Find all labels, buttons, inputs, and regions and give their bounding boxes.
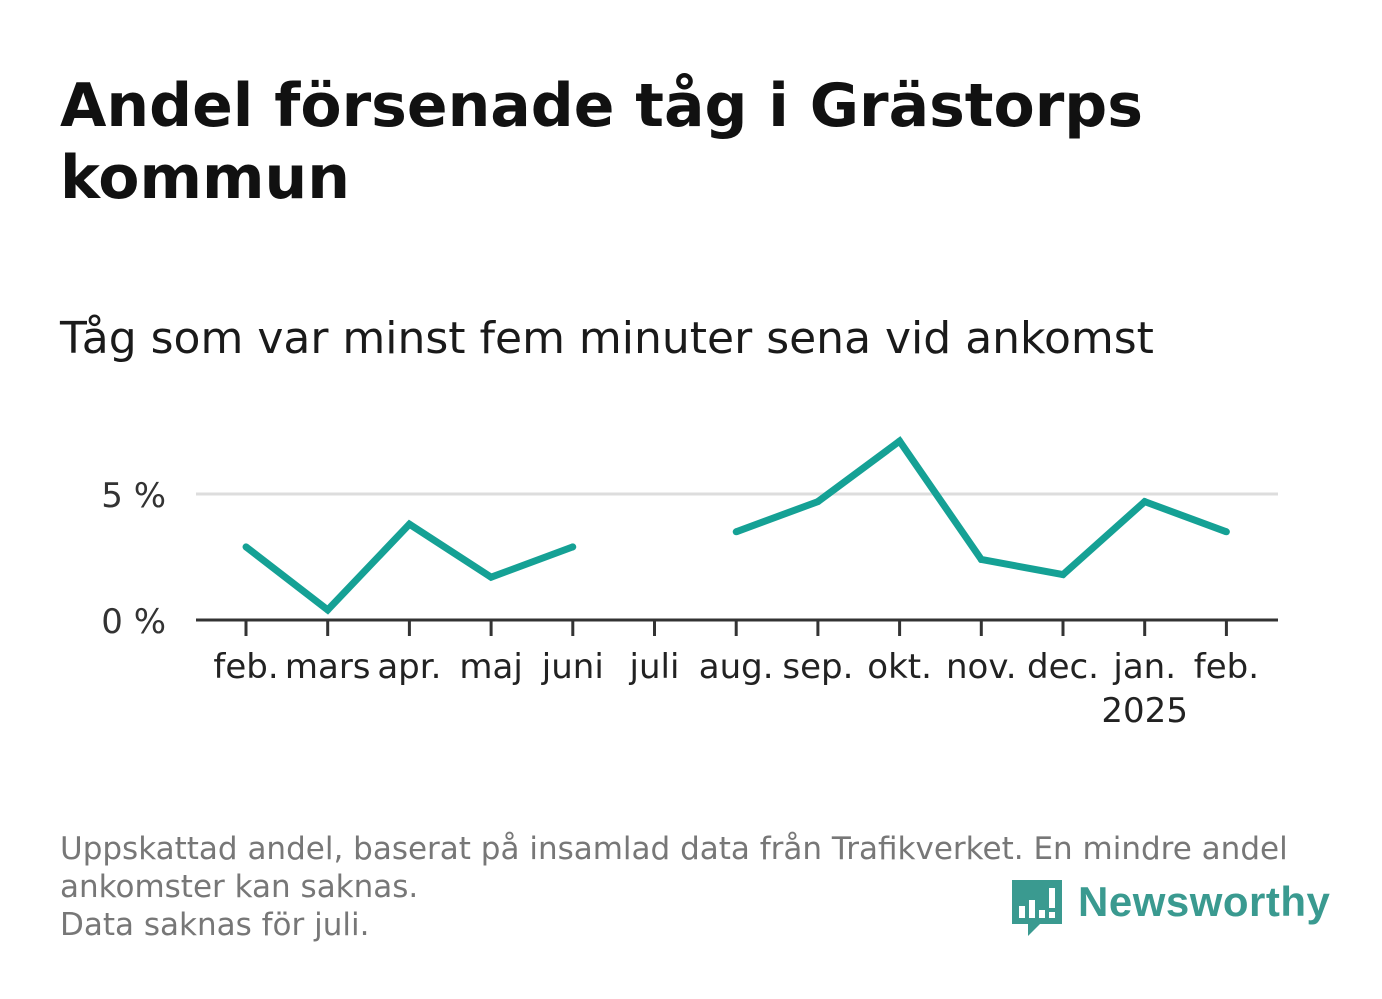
chart-title: Andel försenade tåg i Grästorps kommun	[60, 71, 1143, 213]
x-tick-label: okt.	[867, 647, 932, 687]
x-tick-label: sep.	[782, 647, 853, 687]
chart-subtitle: Tåg som var minst fem minuter sena vid a…	[60, 313, 1154, 364]
data-point	[1059, 571, 1067, 579]
x-tick-label: dec.	[1027, 647, 1099, 687]
footnote-line-3: Data saknas för juli.	[60, 907, 370, 943]
data-point	[977, 556, 985, 564]
y-tick-label: 5 %	[101, 476, 166, 516]
data-point	[896, 437, 904, 445]
y-axis-ticks: 0 % 5 %	[101, 476, 166, 642]
data-point	[405, 520, 413, 528]
x-tick-label: mars	[285, 647, 371, 687]
x-tick-label: apr.	[377, 647, 441, 687]
line-chart: 0 %5 % feb. mars apr. maj juni juli aug. sep. ok…	[101, 436, 1278, 731]
footnote-line-1: Uppskattad andel, baserat på insamlad da…	[60, 831, 1288, 867]
newsworthy-logo-text: Newsworthy	[1078, 878, 1331, 925]
data-point	[732, 528, 740, 536]
newsworthy-logo: Newsworthy	[1010, 876, 1330, 940]
series-line-segment	[243, 519, 575, 615]
x-tick-label: feb.	[213, 647, 278, 687]
data-point	[569, 543, 577, 551]
data-point	[242, 543, 250, 551]
x-tick-label: juli	[629, 647, 680, 687]
y-tick-label: 0 %	[101, 602, 166, 642]
data-point	[814, 498, 822, 506]
x-tick-label: nov.	[946, 647, 1017, 687]
x-tick-label: maj	[459, 647, 522, 687]
data-point	[487, 573, 495, 581]
newsworthy-logo-icon	[1012, 880, 1062, 936]
footnote-line-2: ankomster kan saknas.	[60, 869, 419, 905]
x-tick-label: feb.	[1194, 647, 1259, 687]
x-year-label: 2025	[1101, 691, 1188, 731]
x-tick-label: aug.	[699, 647, 774, 687]
footnote: Uppskattad andel, baserat på insamlad da…	[60, 830, 1320, 944]
data-point	[1222, 528, 1230, 536]
data-point	[324, 606, 332, 614]
x-tick-label: jan.	[1112, 647, 1176, 687]
series-line-segment	[734, 436, 1228, 579]
x-axis-ticks: feb. mars apr. maj juni juli aug. sep. okt. nov. d…	[213, 620, 1259, 731]
data-point	[1141, 498, 1149, 506]
series-layer	[242, 436, 1230, 615]
x-tick-label: juni	[541, 647, 604, 687]
